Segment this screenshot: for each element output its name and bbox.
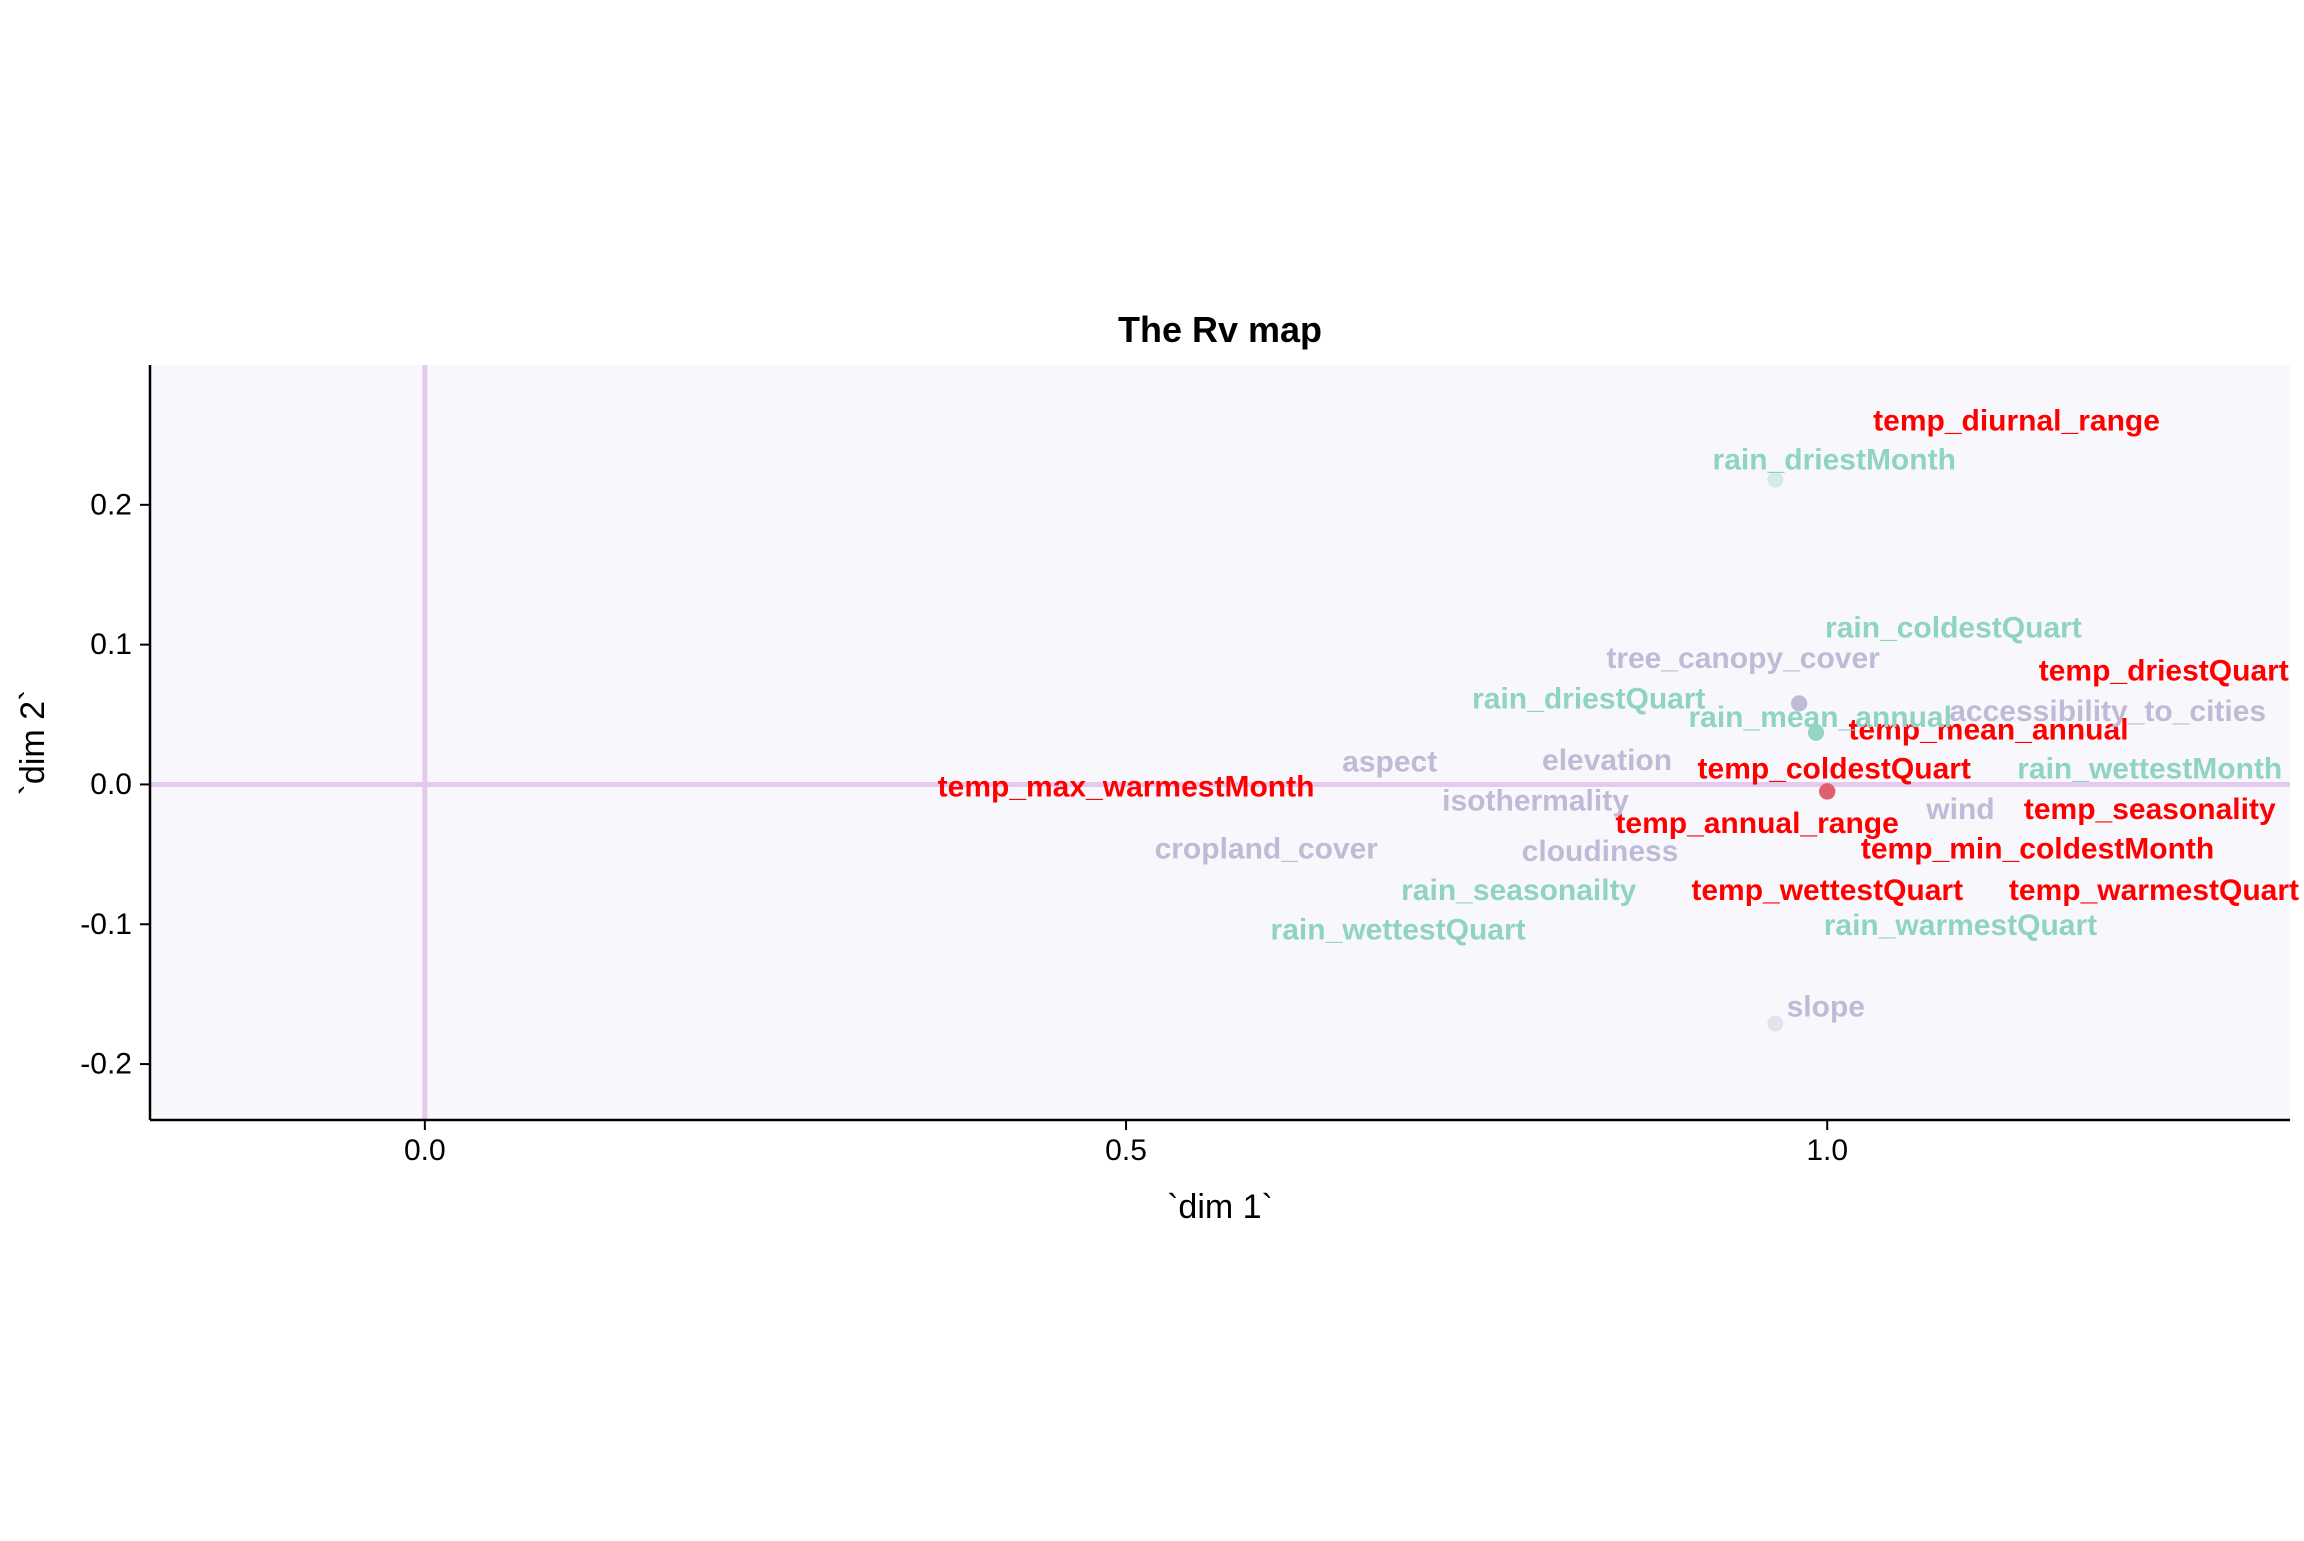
point-label-rain_wettestMonth: rain_wettestMonth: [2017, 753, 2282, 786]
data-point-rain_wettestQuart: [1808, 724, 1825, 741]
point-label-temp_max_warmestMonth: temp_max_warmestMonth: [938, 771, 1315, 804]
data-point-rain_mean_annual: [1808, 724, 1825, 741]
y-tick-label: 0.1: [90, 628, 132, 661]
data-point-cloudiness: [1791, 695, 1808, 712]
reference-lines: [150, 365, 2290, 1120]
point-label-rain_coldestQuart: rain_coldestQuart: [1825, 611, 2082, 644]
y-tick-label: 0.2: [90, 488, 132, 521]
x-tick-label: 0.0: [404, 1134, 446, 1167]
data-point-rain_driestQuart: [1808, 724, 1825, 741]
point-label-isothermality: isothermality: [1442, 785, 1629, 818]
panel-background: [150, 365, 2290, 1120]
point-label-slope: slope: [1787, 990, 1865, 1023]
point-label-wind: wind: [1925, 793, 1994, 826]
data-point-rain_seasonailty: [1808, 724, 1825, 741]
data-point-rain_coldestQuart: [1808, 724, 1825, 741]
point-label-rain_seasonailty: rain_seasonailty: [1401, 874, 1636, 907]
point-label-temp_seasonality: temp_seasonality: [2024, 793, 2276, 826]
y-tick-label: 0.0: [90, 768, 132, 801]
y-axis-title: `dim 2`: [14, 690, 52, 796]
data-point-slope: [1767, 1015, 1784, 1032]
data-point-rain_warmestQuart: [1808, 724, 1825, 741]
points-layer: [1767, 471, 1836, 1032]
point-label-aspect: aspect: [1342, 746, 1437, 779]
x-axis-title: `dim 1`: [1167, 1188, 1273, 1226]
point-label-temp_coldestQuart: temp_coldestQuart: [1698, 753, 1971, 786]
point-label-cloudiness: cloudiness: [1522, 835, 1679, 868]
point-label-rain_driestMonth: rain_driestMonth: [1713, 444, 1956, 477]
data-point-rain_wettestMonth: [1808, 724, 1825, 741]
point-label-rain_driestQuart: rain_driestQuart: [1472, 683, 1705, 716]
point-label-temp_min_coldestMonth: temp_min_coldestMonth: [1861, 832, 2214, 865]
point-label-accessibility_to_cities: accessibility_to_cities: [1949, 695, 2266, 728]
point-label-temp_annual_range: temp_annual_range: [1615, 807, 1898, 840]
data-point-temp_warmestQuart: [1819, 783, 1836, 800]
x-tick-label: 1.0: [1806, 1134, 1848, 1167]
data-point-isothermality: [1791, 695, 1808, 712]
point-label-temp_diurnal_range: temp_diurnal_range: [1873, 404, 2160, 437]
data-point-cropland_cover: [1791, 695, 1808, 712]
data-point-rain_driestMonth: [1767, 471, 1784, 488]
data-point-elevation: [1791, 695, 1808, 712]
point-label-temp_mean_annual: temp_mean_annual: [1848, 713, 2128, 746]
data-point-wind: [1791, 695, 1808, 712]
chart-title: The Rv map: [1118, 309, 1322, 350]
point-label-cropland_cover: cropland_cover: [1155, 832, 1379, 865]
point-label-tree_canopy_cover: tree_canopy_cover: [1606, 642, 1880, 675]
data-point-accessibility_to_cities: [1791, 695, 1808, 712]
data-point-tree_canopy_cover: [1791, 695, 1808, 712]
point-label-rain_warmestQuart: rain_warmestQuart: [1824, 909, 2097, 942]
data-point-aspect: [1791, 695, 1808, 712]
point-label-rain_mean_annual: rain_mean_annual: [1688, 701, 1951, 734]
y-tick-label: -0.1: [80, 908, 132, 941]
point-label-temp_driestQuart: temp_driestQuart: [2039, 655, 2289, 688]
x-tick-label: 0.5: [1105, 1134, 1147, 1167]
point-label-temp_warmestQuart: temp_warmestQuart: [2009, 874, 2299, 907]
axes-layer: 0.0 0.5 1.0 -0.2 -0.1 0.0 0.1 0.2: [80, 365, 2290, 1167]
point-label-rain_wettestQuart: rain_wettestQuart: [1271, 913, 1526, 946]
labels-layer: temp_diurnal_range temp_driestQuart temp_m…: [938, 404, 2299, 1023]
point-label-temp_wettestQuart: temp_wettestQuart: [1691, 874, 1963, 907]
point-label-elevation: elevation: [1542, 744, 1672, 777]
y-tick-label: -0.2: [80, 1048, 132, 1081]
